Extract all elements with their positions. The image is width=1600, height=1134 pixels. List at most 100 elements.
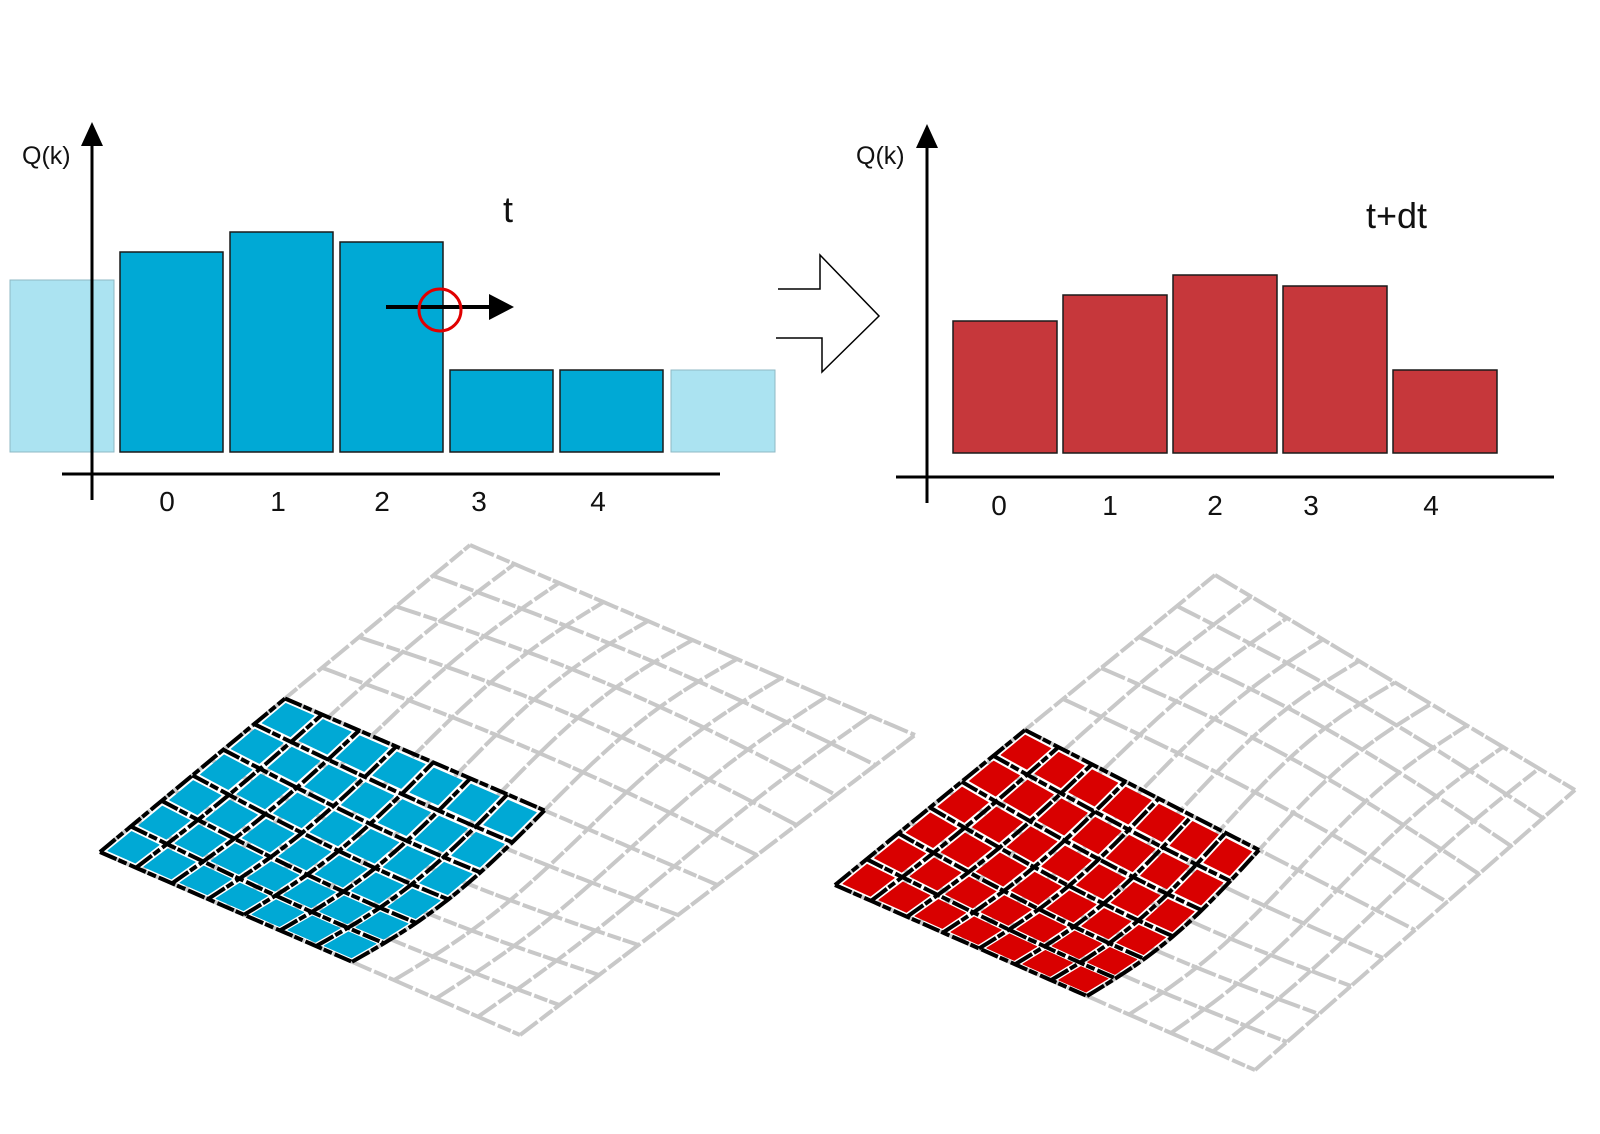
mesh-active-line xyxy=(98,696,287,854)
mesh-active-line xyxy=(834,883,1088,998)
tick-label-0: 0 xyxy=(991,490,1007,521)
right-tick-labels: 0 1 2 3 4 xyxy=(991,490,1439,521)
mesh-cell xyxy=(278,837,331,871)
mesh-active-line xyxy=(928,805,1174,939)
mesh-cell xyxy=(1087,947,1138,975)
mesh-cell xyxy=(972,806,1023,843)
bar-3 xyxy=(449,369,554,453)
mesh-active-line xyxy=(191,773,450,902)
mesh-active-line xyxy=(242,760,435,917)
mesh-cell xyxy=(969,760,1020,797)
red-circle-icon xyxy=(417,287,463,333)
mesh-cell xyxy=(409,767,463,806)
tick-label-3: 3 xyxy=(471,486,487,517)
mesh-cell xyxy=(107,831,160,864)
outline-right-arrow-icon xyxy=(776,253,881,374)
mesh-cell xyxy=(372,751,426,789)
mesh-cell xyxy=(283,878,336,909)
mesh-cell xyxy=(273,792,326,829)
mesh-cell xyxy=(1110,882,1161,916)
mesh-active-line xyxy=(315,793,509,948)
mesh-cell xyxy=(1006,826,1058,863)
mesh-cell xyxy=(1011,871,1062,905)
right-y-axis-label: Q(k) xyxy=(856,142,905,170)
mesh-cell xyxy=(382,845,436,880)
mesh-cell xyxy=(937,786,989,823)
mesh-cell xyxy=(387,888,441,919)
mesh-cell xyxy=(878,881,931,913)
mesh-cell xyxy=(1140,852,1190,890)
mesh-cell xyxy=(1116,924,1166,955)
mesh-cell xyxy=(1135,803,1186,842)
mesh-cell xyxy=(1041,845,1092,882)
mesh-cell xyxy=(1046,890,1097,923)
mesh-cell xyxy=(351,872,404,904)
mesh-active-line xyxy=(977,797,1161,951)
mesh-active-line xyxy=(99,850,353,964)
mesh-cell xyxy=(950,916,1002,945)
mesh-cell xyxy=(976,852,1027,887)
mesh-active-line xyxy=(351,808,546,964)
mesh-cell xyxy=(1068,769,1119,807)
flux-arrow-head-icon xyxy=(489,294,514,320)
mesh-line xyxy=(358,635,798,827)
bar-1 xyxy=(1062,294,1168,454)
left-histogram-panel: Q(k) t 0 1 2 3 4 xyxy=(9,122,776,517)
tick-label-4: 4 xyxy=(590,486,606,517)
mesh-active-line xyxy=(897,831,1146,961)
mesh-cell xyxy=(1037,798,1088,836)
bar-2 xyxy=(1172,274,1278,454)
mesh-cell xyxy=(261,703,315,737)
mesh-active-line xyxy=(1049,831,1228,982)
mesh-cell xyxy=(304,764,358,801)
mesh-line xyxy=(917,616,1289,924)
tick-label-1: 1 xyxy=(1102,490,1118,521)
bar-0 xyxy=(119,251,224,453)
left-tick-labels: 0 1 2 3 4 xyxy=(159,486,606,517)
mesh-cell xyxy=(346,828,400,864)
mesh-cell xyxy=(267,746,321,783)
mesh-cell xyxy=(138,805,191,840)
mesh-line xyxy=(1176,604,1545,820)
flux-marker xyxy=(386,287,514,333)
mesh-active-line xyxy=(160,799,417,925)
left-mesh-surface xyxy=(98,543,917,1037)
mesh-cell xyxy=(1174,869,1224,906)
mesh-active-line xyxy=(865,857,1117,981)
mesh-cell xyxy=(1169,821,1219,860)
mesh-cell xyxy=(1016,913,1067,943)
bar-0 xyxy=(952,320,1058,454)
mesh-cell xyxy=(236,773,290,810)
mesh-cell xyxy=(446,783,500,822)
mesh-line xyxy=(518,733,917,1037)
bar-3 xyxy=(1282,285,1388,454)
mesh-cell xyxy=(179,865,232,896)
bar-4 xyxy=(559,369,664,453)
mesh-cell xyxy=(323,931,377,959)
mesh-cell xyxy=(1022,950,1073,977)
mesh-line xyxy=(432,573,877,767)
mesh-cell xyxy=(377,799,431,836)
mesh-active-line xyxy=(905,762,1094,919)
mesh-line xyxy=(1138,635,1513,848)
mesh-cell xyxy=(210,843,264,875)
tick-label-1: 1 xyxy=(270,486,286,517)
mesh-active-line xyxy=(960,779,1203,913)
mesh-cell xyxy=(1003,779,1054,817)
bar-4 xyxy=(1392,369,1498,454)
mesh-line xyxy=(1127,723,1469,1017)
mesh-active-line xyxy=(279,777,472,933)
ghost-cell-right xyxy=(670,369,776,453)
mesh-active-line xyxy=(869,745,1060,903)
mesh-cell xyxy=(945,876,997,909)
mesh-active-line xyxy=(170,729,361,886)
mesh-active-line xyxy=(284,696,546,813)
tick-label-4: 4 xyxy=(1423,490,1439,521)
mesh-line xyxy=(1062,697,1449,904)
right-histogram-panel: Q(k) t+dt 0 1 2 3 4 xyxy=(856,124,1554,521)
left-time-label: t xyxy=(503,189,513,230)
mesh-active-line xyxy=(222,747,482,875)
mesh-cell xyxy=(335,735,389,772)
mesh-line xyxy=(392,676,783,982)
